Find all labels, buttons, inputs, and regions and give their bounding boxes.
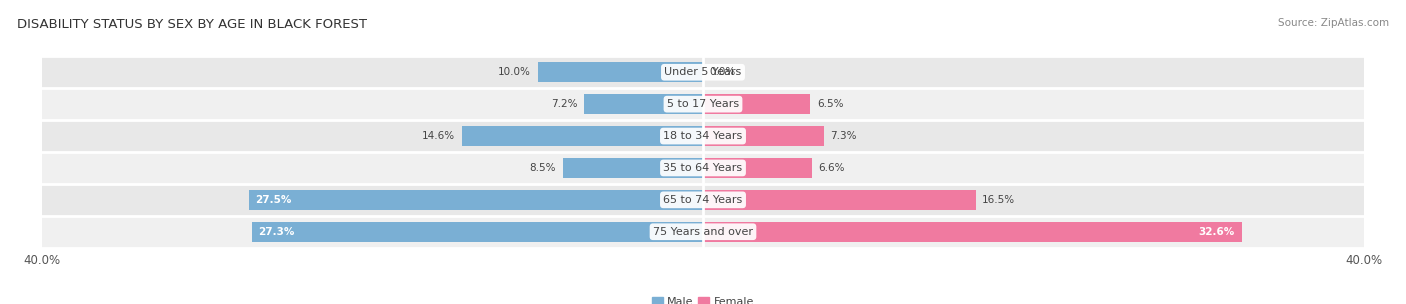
Text: 5 to 17 Years: 5 to 17 Years bbox=[666, 99, 740, 109]
Bar bbox=[461, 126, 703, 146]
Bar bbox=[703, 222, 1241, 242]
Bar bbox=[42, 88, 1364, 120]
Bar bbox=[42, 216, 1364, 248]
Bar bbox=[537, 62, 703, 82]
Text: 27.5%: 27.5% bbox=[256, 195, 291, 205]
Text: 18 to 34 Years: 18 to 34 Years bbox=[664, 131, 742, 141]
Text: 7.2%: 7.2% bbox=[551, 99, 578, 109]
Bar bbox=[42, 152, 1364, 184]
Bar bbox=[562, 158, 703, 178]
Text: 6.6%: 6.6% bbox=[818, 163, 845, 173]
Bar bbox=[703, 126, 824, 146]
Text: 65 to 74 Years: 65 to 74 Years bbox=[664, 195, 742, 205]
Text: 16.5%: 16.5% bbox=[983, 195, 1015, 205]
Text: 0.0%: 0.0% bbox=[710, 67, 735, 77]
Bar bbox=[249, 190, 703, 210]
Text: Source: ZipAtlas.com: Source: ZipAtlas.com bbox=[1278, 18, 1389, 28]
Text: 7.3%: 7.3% bbox=[830, 131, 856, 141]
Text: 8.5%: 8.5% bbox=[530, 163, 555, 173]
Text: 14.6%: 14.6% bbox=[422, 131, 456, 141]
Legend: Male, Female: Male, Female bbox=[647, 293, 759, 304]
Bar bbox=[703, 190, 976, 210]
Text: 75 Years and over: 75 Years and over bbox=[652, 227, 754, 237]
Text: 6.5%: 6.5% bbox=[817, 99, 844, 109]
Text: 35 to 64 Years: 35 to 64 Years bbox=[664, 163, 742, 173]
Bar bbox=[42, 56, 1364, 88]
Bar bbox=[703, 158, 813, 178]
Bar bbox=[583, 94, 703, 114]
Bar bbox=[703, 94, 810, 114]
Text: 10.0%: 10.0% bbox=[498, 67, 531, 77]
Bar bbox=[252, 222, 703, 242]
Text: Under 5 Years: Under 5 Years bbox=[665, 67, 741, 77]
Text: 27.3%: 27.3% bbox=[259, 227, 295, 237]
Bar bbox=[42, 120, 1364, 152]
Text: 32.6%: 32.6% bbox=[1199, 227, 1234, 237]
Text: DISABILITY STATUS BY SEX BY AGE IN BLACK FOREST: DISABILITY STATUS BY SEX BY AGE IN BLACK… bbox=[17, 18, 367, 31]
Bar bbox=[42, 184, 1364, 216]
